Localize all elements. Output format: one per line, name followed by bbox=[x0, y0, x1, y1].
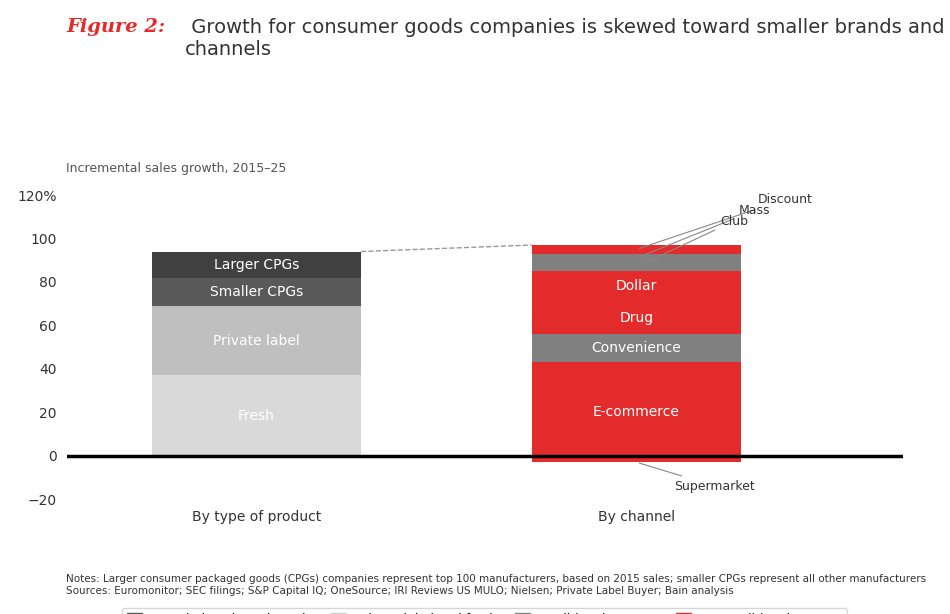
Text: Incremental sales growth, 2015–25: Incremental sales growth, 2015–25 bbox=[66, 162, 287, 175]
Text: E-commerce: E-commerce bbox=[593, 405, 680, 419]
Bar bbox=[532, 362, 741, 462]
Bar bbox=[532, 254, 741, 262]
Text: Convenience: Convenience bbox=[592, 341, 681, 355]
Text: By channel: By channel bbox=[598, 510, 675, 524]
Text: Discount: Discount bbox=[639, 193, 813, 249]
Text: Dollar: Dollar bbox=[616, 279, 657, 293]
Text: Smaller CPGs: Smaller CPGs bbox=[210, 285, 303, 299]
Bar bbox=[152, 252, 361, 278]
Bar bbox=[532, 334, 741, 362]
Text: Fresh: Fresh bbox=[238, 408, 275, 422]
Text: Figure 2:: Figure 2: bbox=[66, 18, 165, 36]
Text: Growth for consumer goods companies is skewed toward smaller brands and nontradi: Growth for consumer goods companies is s… bbox=[185, 18, 950, 60]
Text: Supermarket: Supermarket bbox=[639, 463, 755, 492]
Text: Notes: Larger consumer packaged goods (CPGs) companies represent top 100 manufac: Notes: Larger consumer packaged goods (C… bbox=[66, 574, 926, 596]
Bar bbox=[152, 306, 361, 375]
Text: Mass: Mass bbox=[639, 204, 770, 257]
Bar bbox=[532, 301, 741, 334]
Bar bbox=[532, 245, 741, 254]
Text: Club: Club bbox=[639, 215, 748, 266]
Text: Larger CPGs: Larger CPGs bbox=[214, 257, 299, 271]
Bar bbox=[532, 262, 741, 271]
Bar bbox=[152, 375, 361, 456]
Text: Drug: Drug bbox=[619, 311, 654, 325]
Legend: Branded packaged goods, Private label and fresh, Traditional grocery, Nontraditi: Branded packaged goods, Private label an… bbox=[122, 608, 847, 614]
Bar bbox=[152, 278, 361, 306]
Bar bbox=[532, 456, 741, 462]
Text: Private label: Private label bbox=[213, 333, 300, 348]
Bar bbox=[532, 271, 741, 301]
Text: By type of product: By type of product bbox=[192, 510, 321, 524]
